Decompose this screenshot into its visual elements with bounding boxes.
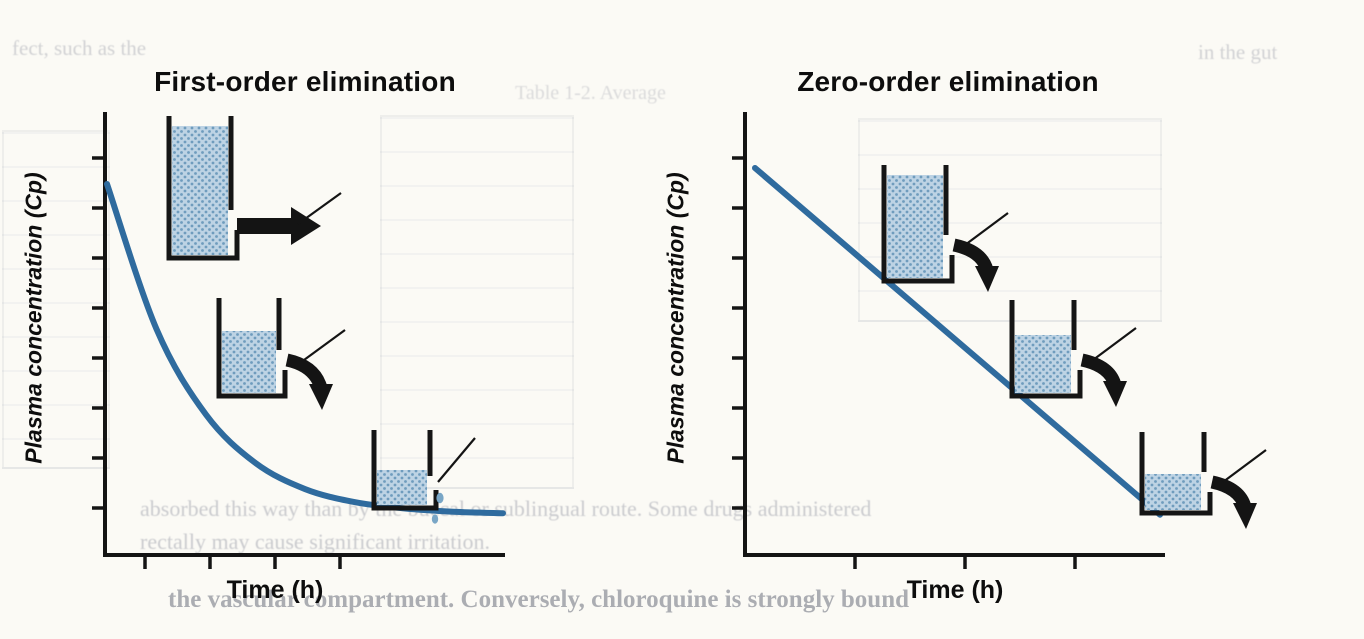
beaker-high-fill (881, 165, 1009, 292)
x-axis-ticks (143, 555, 342, 569)
y-axis-label-first-order: Plasma concentration (Cp) (20, 172, 47, 464)
drip-icon (431, 514, 439, 524)
x-axis-label-zero-order: Time (h) (906, 576, 1004, 604)
chart-title-zero-order: Zero-order elimination (797, 66, 1099, 97)
ghost-bleedthrough-text: Table 1-2. Average (515, 82, 666, 104)
beaker-high-fill (166, 116, 342, 261)
pointer-line (303, 329, 346, 361)
medium-elimination-arrow-icon (285, 353, 328, 391)
first-order-chart (92, 112, 506, 569)
axes (743, 112, 1165, 557)
zero-order-linear-curve (752, 165, 1163, 518)
x-axis-label-first-order: Time (h) (226, 576, 324, 604)
pointer-line (297, 192, 342, 225)
zero-order-chart (732, 112, 1267, 569)
pointer-line (1222, 449, 1267, 483)
pointer-line (1092, 327, 1137, 361)
beaker-medium-fill (1009, 300, 1137, 407)
x-axis-ticks (853, 555, 1077, 569)
beaker-low-fill (1139, 432, 1267, 529)
pointer-line (437, 437, 476, 483)
ghost-bleedthrough-text: fect, such as the (12, 36, 147, 60)
y-axis-ticks (732, 156, 745, 510)
chart-title-first-order: First-order elimination (154, 66, 456, 97)
drip-icon (436, 492, 444, 504)
pointer-line (964, 212, 1009, 246)
large-elimination-arrow-icon (237, 207, 321, 245)
ghost-bleedthrough-text: in the gut (1198, 40, 1278, 64)
beaker-low-fill (371, 430, 476, 524)
y-axis-ticks (92, 156, 105, 510)
y-axis-label-zero-order: Plasma concentration (Cp) (662, 172, 689, 464)
beaker-medium-fill (216, 298, 346, 410)
